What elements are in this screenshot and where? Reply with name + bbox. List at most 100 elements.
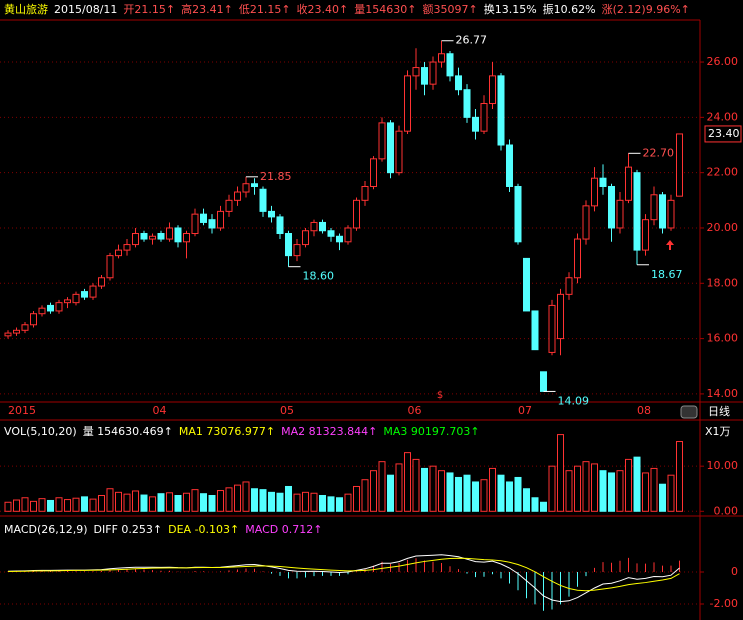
candle-body xyxy=(47,304,54,312)
volume-bar xyxy=(574,465,581,512)
volume-bar xyxy=(21,497,29,512)
x-tick-label: 07 xyxy=(518,404,532,417)
candle-body xyxy=(446,53,454,77)
volume-bar xyxy=(378,461,386,512)
header-item: 量 154630.469↑ xyxy=(83,425,173,438)
volume-bar xyxy=(166,492,173,512)
candle-body xyxy=(293,244,301,257)
volume-bar xyxy=(497,474,505,512)
x-tick-label: 05 xyxy=(280,404,294,417)
candle-body xyxy=(259,188,267,212)
header-item: 高23.41↑ xyxy=(181,2,233,16)
candle-body xyxy=(81,291,88,298)
volume-bar xyxy=(64,499,71,512)
macd-diff-line xyxy=(7,554,680,603)
header-item: DEA -0.103↑ xyxy=(168,523,239,536)
volume-bar xyxy=(98,495,105,512)
candle-body xyxy=(208,219,216,229)
volume-bar xyxy=(268,491,275,512)
x-tick-label: 08 xyxy=(637,404,651,417)
volume-bar xyxy=(676,441,683,512)
volume-bar xyxy=(200,493,207,512)
candle-body xyxy=(72,293,80,304)
candle-body xyxy=(353,199,360,229)
candle-body xyxy=(591,177,598,207)
candle-body xyxy=(140,233,148,240)
volume-bar xyxy=(174,495,182,512)
candle-body xyxy=(191,213,199,235)
header-item: 量154630↑ xyxy=(354,3,416,16)
candle-body xyxy=(531,310,539,351)
header-item: 2015/08/11 xyxy=(54,3,117,16)
annotation: 18.67 xyxy=(651,268,683,281)
candle-body xyxy=(21,324,29,331)
volume-bar xyxy=(344,493,352,512)
header-item: MA3 90197.703↑ xyxy=(383,425,479,438)
volume-bar xyxy=(438,470,445,512)
candle-body xyxy=(115,249,122,257)
volume-bar xyxy=(370,470,377,512)
volume-bar xyxy=(591,463,598,512)
header-item: 低21.15↑ xyxy=(239,3,291,16)
candle-body xyxy=(565,277,573,295)
volume-bar xyxy=(106,488,114,512)
volume-bar xyxy=(565,470,573,512)
volume-bar xyxy=(531,497,539,512)
candle-body xyxy=(667,199,675,229)
candle-body xyxy=(268,210,275,218)
y-tick-label: -2.00 xyxy=(710,597,738,610)
candle-body xyxy=(234,191,241,201)
volume-bar xyxy=(472,481,479,512)
candle-body xyxy=(497,75,505,146)
candle-body xyxy=(55,302,63,312)
y-tick-label: 0 xyxy=(731,565,738,578)
candle-body xyxy=(378,122,386,160)
volume-bar xyxy=(395,463,403,512)
scroll-button[interactable] xyxy=(680,405,698,419)
volume-bar xyxy=(336,497,343,512)
volume-bar xyxy=(293,493,301,512)
candle-body xyxy=(13,329,20,334)
header-item: MA1 73076.977↑ xyxy=(179,425,275,438)
volume-bar xyxy=(353,485,360,512)
candle-body xyxy=(404,75,411,132)
volume-bar xyxy=(191,489,199,512)
candle-body xyxy=(217,210,224,229)
candle-body xyxy=(98,277,105,287)
volume-bar xyxy=(310,492,318,512)
annotation: 21.85 xyxy=(260,170,292,183)
volume-bar xyxy=(327,496,335,512)
candle-body xyxy=(200,213,207,223)
volume-bar xyxy=(72,497,80,512)
volume-bar xyxy=(140,494,148,512)
volume-bar xyxy=(259,489,267,512)
candle-body xyxy=(132,233,139,246)
volume-bar xyxy=(157,493,165,512)
volume-bar xyxy=(123,493,131,512)
candle-body xyxy=(608,185,615,229)
volume-bar xyxy=(55,497,63,512)
volume-bar xyxy=(132,490,139,512)
volume-bar xyxy=(149,496,156,512)
candle-body xyxy=(506,144,513,187)
annotation: 18.60 xyxy=(303,270,335,283)
y-tick-label: 26.00 xyxy=(707,55,739,68)
candle-body xyxy=(123,244,131,251)
annotation: 22.70 xyxy=(643,146,675,159)
y-tick-label: 0.00 xyxy=(714,504,739,517)
period-button[interactable]: 日线 xyxy=(708,404,730,418)
header-item: MA2 81323.844↑ xyxy=(281,425,377,438)
volume-bar xyxy=(625,458,632,512)
volume-bar xyxy=(557,434,564,512)
volume-bar xyxy=(242,481,250,512)
candle-body xyxy=(370,158,377,187)
volume-bar xyxy=(30,500,37,512)
y-tick-label: 20.00 xyxy=(707,221,739,234)
candle-body xyxy=(489,75,496,105)
annotation: 14.09 xyxy=(558,394,590,407)
volume-bar xyxy=(225,487,233,512)
volume-bar xyxy=(489,467,496,512)
candle-body xyxy=(412,67,420,77)
volume-bar xyxy=(421,467,428,512)
volume-bar xyxy=(548,465,556,512)
